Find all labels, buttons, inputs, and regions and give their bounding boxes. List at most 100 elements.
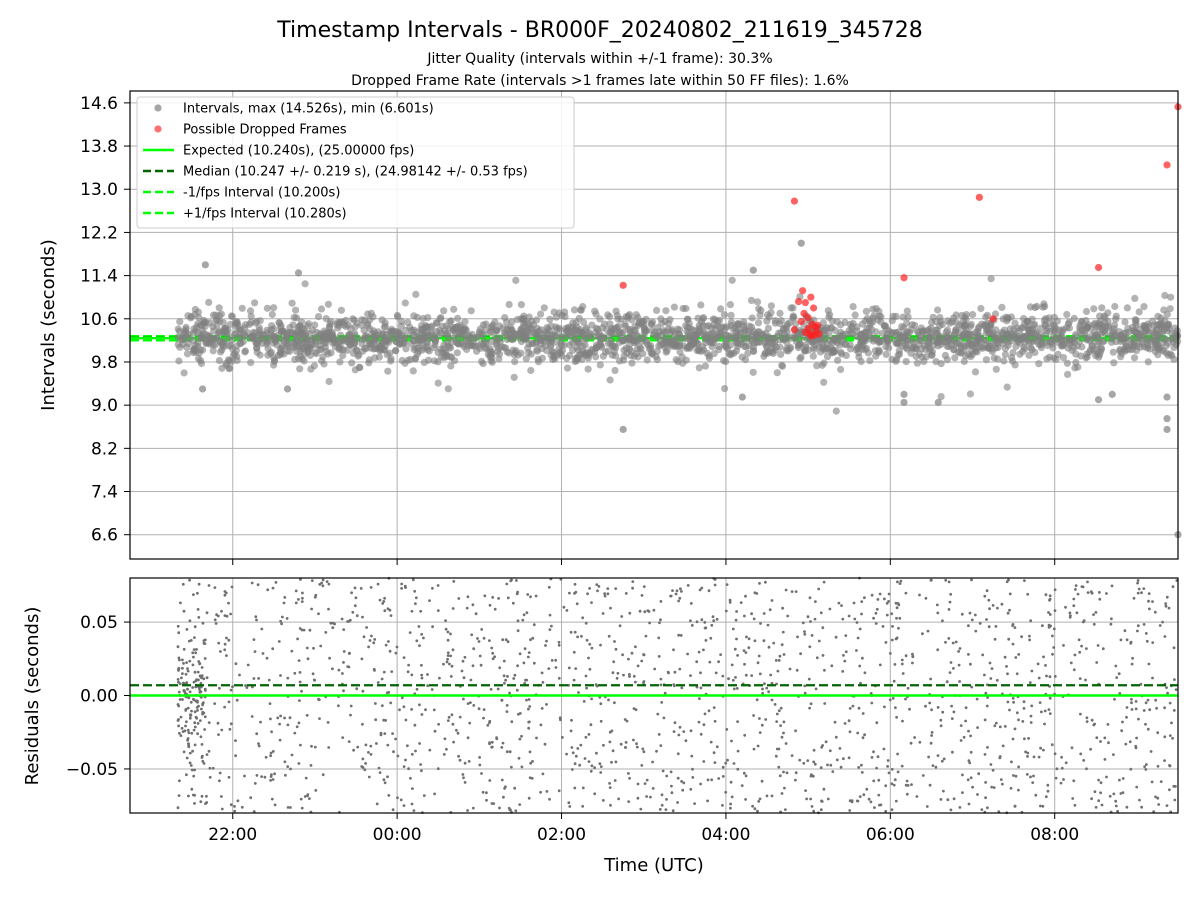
- dropped-frame-point: [811, 331, 819, 339]
- interval-point: [573, 354, 582, 362]
- residual-point: [377, 766, 381, 770]
- interval-point: [670, 303, 679, 311]
- residual-point: [1012, 774, 1015, 777]
- interval-point: [734, 325, 742, 334]
- interval-point: [658, 319, 666, 328]
- residual-point: [711, 615, 715, 619]
- residual-point: [753, 807, 757, 811]
- interval-point: [510, 351, 518, 359]
- residual-point: [1130, 708, 1134, 711]
- residual-point: [712, 751, 716, 755]
- interval-point: [792, 320, 800, 328]
- residual-point: [970, 578, 973, 582]
- residual-point: [755, 698, 759, 702]
- residual-point: [1159, 780, 1163, 783]
- residual-point: [1098, 597, 1102, 601]
- residual-point: [511, 601, 515, 605]
- residual-point: [590, 697, 593, 701]
- residual-point: [735, 610, 738, 613]
- time-x-axis-label: Time (UTC): [603, 855, 704, 876]
- residual-point: [884, 784, 888, 788]
- interval-point: [647, 320, 656, 328]
- residual-point: [201, 621, 205, 625]
- residual-point: [1043, 709, 1047, 713]
- intervals-y-tick-label: 9.8: [91, 353, 118, 373]
- residual-point: [491, 657, 495, 661]
- residual-point: [1031, 781, 1035, 784]
- interval-point: [527, 324, 535, 332]
- residual-point: [383, 609, 387, 613]
- residual-point: [260, 627, 264, 631]
- interval-point: [378, 344, 386, 352]
- residual-point: [831, 770, 835, 773]
- residual-point: [1135, 736, 1138, 740]
- residual-point: [794, 729, 797, 733]
- residual-point: [1092, 613, 1095, 616]
- residual-point: [1075, 611, 1079, 615]
- residual-point: [1153, 610, 1157, 614]
- residual-point: [547, 585, 551, 589]
- residual-point: [446, 719, 450, 722]
- residual-point: [438, 676, 441, 680]
- residual-point: [856, 731, 860, 735]
- interval-point: [174, 325, 182, 333]
- interval-outlier-point: [619, 425, 627, 434]
- interval-point: [894, 340, 902, 348]
- residual-point: [860, 600, 864, 603]
- residual-point: [180, 676, 183, 680]
- residual-point: [207, 721, 211, 724]
- residual-point: [266, 588, 270, 592]
- residual-point: [231, 685, 234, 689]
- residual-point: [1062, 778, 1065, 781]
- residual-point: [462, 676, 466, 680]
- residual-point: [1138, 798, 1141, 802]
- interval-point: [625, 333, 633, 341]
- residual-point: [757, 800, 761, 803]
- residual-point: [403, 584, 407, 588]
- residual-point: [433, 729, 437, 733]
- interval-point: [763, 338, 771, 346]
- residual-point: [299, 578, 302, 581]
- residual-point: [369, 586, 373, 589]
- residual-point: [1166, 691, 1169, 695]
- residuals-y-tick-label: −0.05: [66, 760, 118, 780]
- residual-point: [192, 728, 196, 732]
- residual-point: [502, 659, 506, 663]
- residual-point: [569, 630, 573, 634]
- residual-point: [726, 758, 729, 762]
- residual-point: [794, 771, 798, 775]
- dropped-frame-point: [1163, 161, 1171, 169]
- residual-point: [426, 673, 429, 676]
- interval-point: [1014, 336, 1022, 344]
- residual-point: [1089, 747, 1092, 751]
- residual-point: [583, 757, 587, 760]
- interval-outlier-point: [1108, 390, 1116, 398]
- residual-point: [876, 598, 880, 601]
- residual-point: [1143, 765, 1146, 768]
- residual-point: [196, 699, 199, 703]
- interval-point: [889, 312, 897, 320]
- interval-point: [705, 354, 714, 362]
- residual-point: [640, 659, 644, 663]
- interval-point: [198, 326, 206, 334]
- residual-point: [839, 765, 843, 769]
- residual-point: [758, 731, 762, 734]
- residual-point: [505, 710, 509, 713]
- residual-point: [539, 790, 542, 794]
- interval-point: [456, 321, 464, 329]
- residual-point: [712, 619, 716, 623]
- residual-point: [185, 681, 189, 685]
- residual-point: [613, 640, 616, 643]
- interval-point: [727, 311, 735, 319]
- residual-point: [293, 671, 297, 675]
- residual-point: [1040, 710, 1043, 714]
- interval-point: [702, 339, 710, 347]
- residual-point: [294, 589, 298, 593]
- residual-point: [697, 720, 701, 724]
- residual-point: [890, 612, 894, 616]
- time-x-tick-label: 02:00: [537, 825, 586, 845]
- interval-point: [920, 357, 928, 365]
- interval-point: [1070, 314, 1078, 322]
- residual-point: [298, 627, 302, 630]
- residual-point: [448, 662, 451, 666]
